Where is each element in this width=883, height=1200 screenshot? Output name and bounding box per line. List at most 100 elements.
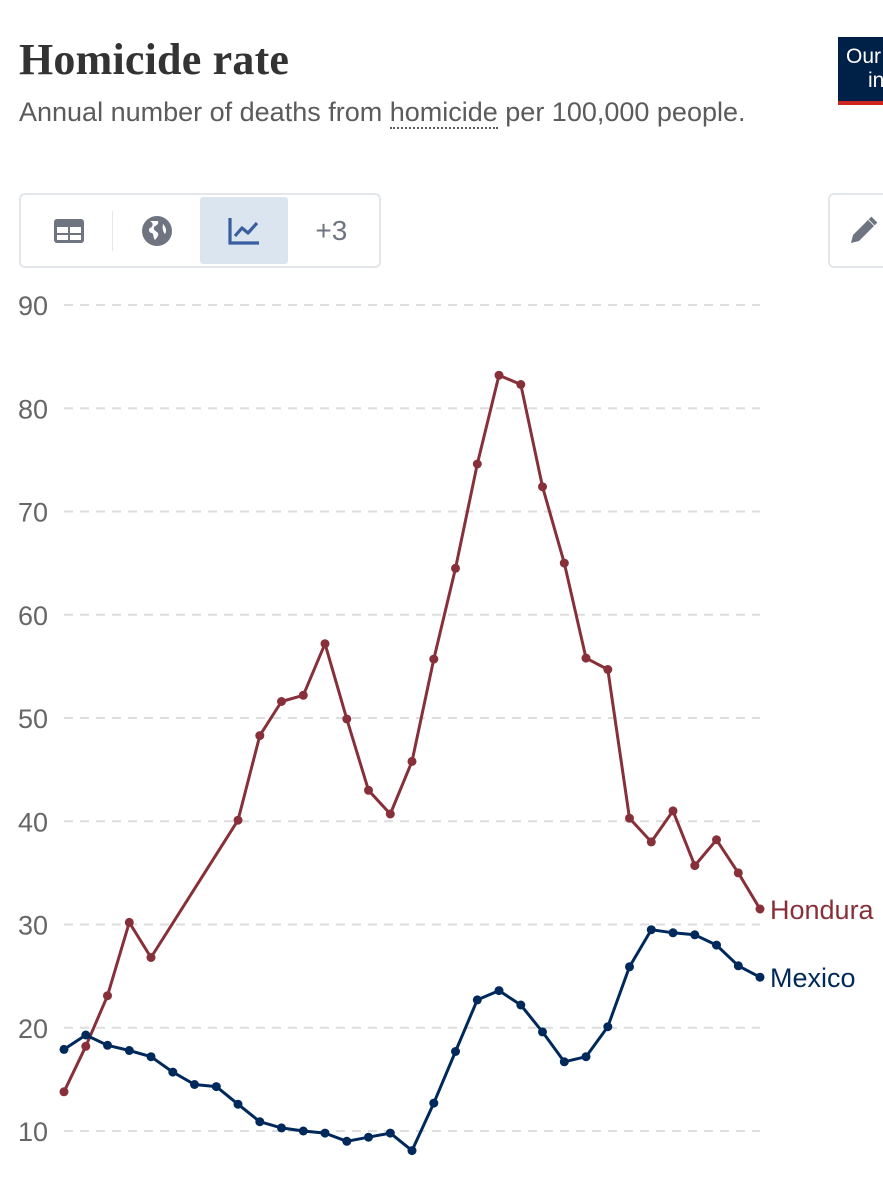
data-point-honduras-1[interactable] [81, 1041, 91, 1051]
data-point-honduras-5[interactable] [233, 815, 243, 825]
data-point-honduras-14[interactable] [429, 654, 439, 664]
data-point-honduras-26[interactable] [690, 861, 700, 871]
data-point-mexico-18[interactable] [451, 1047, 460, 1056]
series-label-mexico: Mexico [770, 963, 856, 993]
data-point-mexico-21[interactable] [516, 1000, 526, 1010]
data-point-mexico-9[interactable] [255, 1117, 265, 1127]
data-point-honduras-28[interactable] [733, 868, 743, 878]
view-tabs: +3 [19, 193, 381, 268]
line-chart-icon [228, 217, 260, 245]
data-point-honduras-15[interactable] [451, 563, 460, 573]
data-point-honduras-22[interactable] [603, 665, 613, 674]
line-chart: 10 20 30 40 50 60 70 80 90 Hondura Mexico [18, 291, 875, 1156]
data-point-mexico-25[interactable] [603, 1022, 613, 1032]
table-icon [53, 218, 84, 243]
data-point-mexico-11[interactable] [298, 1126, 308, 1136]
grid-layer: 10 20 30 40 50 60 70 80 90 [18, 291, 760, 1147]
data-point-mexico-24[interactable] [581, 1052, 591, 1062]
logo-line-2: in [868, 69, 883, 92]
logo-line-1: Our [846, 45, 882, 68]
data-point-mexico-30[interactable] [712, 940, 721, 950]
y-tick-label-70: 70 [18, 498, 48, 528]
subtitle-text-before: Annual number of deaths from [19, 97, 390, 127]
y-tick-label-30: 30 [18, 911, 48, 941]
series-mexico[interactable] [59, 925, 765, 1156]
data-point-mexico-23[interactable] [559, 1057, 569, 1067]
data-point-mexico-7[interactable] [211, 1082, 221, 1092]
data-point-honduras-12[interactable] [385, 809, 395, 819]
data-point-mexico-5[interactable] [168, 1067, 178, 1077]
data-point-mexico-32[interactable] [755, 972, 765, 982]
data-point-mexico-14[interactable] [364, 1132, 373, 1142]
chart-title: Homicide rate [19, 35, 290, 84]
data-point-honduras-19[interactable] [538, 482, 547, 492]
data-point-honduras-3[interactable] [124, 917, 134, 927]
data-point-mexico-15[interactable] [385, 1128, 395, 1138]
data-point-honduras-4[interactable] [146, 953, 156, 962]
tab-divider [112, 210, 114, 251]
y-tick-label-20: 20 [18, 1014, 48, 1044]
data-point-mexico-16[interactable] [407, 1146, 417, 1156]
data-point-mexico-4[interactable] [146, 1052, 156, 1062]
data-point-honduras-16[interactable] [472, 459, 482, 469]
tab-table[interactable] [25, 197, 112, 264]
data-point-honduras-20[interactable] [559, 558, 569, 568]
data-point-honduras-17[interactable] [494, 370, 504, 380]
y-tick-label-50: 50 [18, 704, 48, 734]
data-point-mexico-27[interactable] [646, 925, 656, 935]
our-world-in-data-logo[interactable]: Our in [838, 37, 883, 105]
data-point-mexico-2[interactable] [103, 1040, 112, 1050]
data-point-mexico-26[interactable] [625, 962, 634, 972]
data-point-honduras-2[interactable] [103, 991, 112, 1001]
tab-map[interactable] [113, 197, 200, 264]
chart-subtitle: Annual number of deaths from homicide pe… [19, 95, 759, 130]
series-honduras[interactable] [59, 370, 765, 1097]
data-point-honduras-25[interactable] [668, 806, 678, 816]
tab-more[interactable]: +3 [315, 214, 348, 246]
data-point-mexico-1[interactable] [81, 1030, 91, 1040]
y-tick-label-80: 80 [18, 394, 48, 424]
series-line-mexico [63, 928, 761, 1153]
data-point-mexico-20[interactable] [494, 986, 504, 996]
data-point-honduras-27[interactable] [712, 835, 721, 845]
subtitle-text-after: per 100,000 people. [497, 97, 746, 127]
series-label-layer: Hondura Mexico [770, 895, 875, 993]
globe-icon [141, 215, 172, 246]
data-point-honduras-11[interactable] [364, 785, 373, 795]
data-point-mexico-22[interactable] [538, 1027, 547, 1037]
data-point-mexico-19[interactable] [472, 995, 482, 1005]
data-point-mexico-8[interactable] [233, 1099, 243, 1109]
data-point-honduras-0[interactable] [59, 1087, 69, 1097]
data-point-mexico-17[interactable] [429, 1098, 439, 1108]
pencil-icon [851, 216, 878, 243]
y-tick-label-10: 10 [18, 1117, 48, 1147]
data-point-mexico-29[interactable] [690, 930, 700, 940]
homicide-definition-link[interactable]: homicide [389, 97, 498, 129]
data-point-mexico-0[interactable] [59, 1044, 69, 1054]
data-point-honduras-21[interactable] [581, 653, 591, 663]
edit-button[interactable] [828, 193, 883, 268]
y-tick-label-60: 60 [18, 601, 48, 631]
data-point-honduras-8[interactable] [298, 690, 308, 700]
data-point-honduras-29[interactable] [755, 904, 765, 914]
data-point-mexico-12[interactable] [320, 1128, 330, 1138]
data-point-honduras-13[interactable] [407, 756, 417, 766]
data-point-honduras-24[interactable] [646, 837, 656, 847]
y-tick-label-90: 90 [18, 291, 48, 321]
data-point-honduras-10[interactable] [342, 714, 352, 724]
y-tick-label-40: 40 [18, 807, 48, 837]
series-line-honduras [62, 373, 762, 1093]
data-point-honduras-6[interactable] [255, 731, 265, 741]
data-point-honduras-7[interactable] [277, 697, 286, 706]
data-point-mexico-28[interactable] [668, 928, 678, 938]
data-point-honduras-23[interactable] [625, 813, 634, 823]
series-layer [59, 370, 765, 1156]
tab-chart[interactable] [200, 197, 288, 264]
data-point-mexico-3[interactable] [124, 1046, 134, 1055]
data-point-honduras-9[interactable] [320, 639, 330, 649]
data-point-mexico-10[interactable] [277, 1123, 286, 1133]
data-point-mexico-31[interactable] [733, 961, 743, 971]
data-point-mexico-6[interactable] [190, 1080, 199, 1089]
data-point-honduras-18[interactable] [516, 380, 526, 389]
data-point-mexico-13[interactable] [342, 1136, 352, 1146]
